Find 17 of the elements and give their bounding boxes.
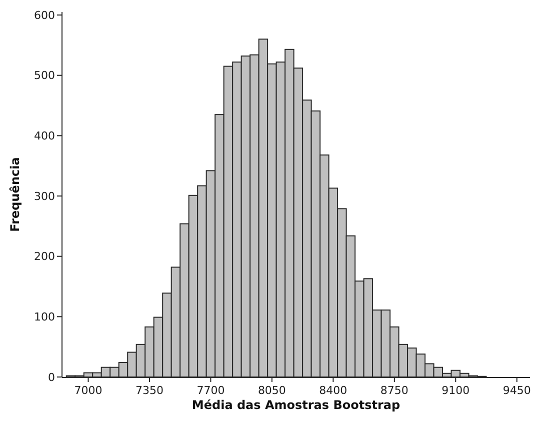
x-tick-label: 7000 bbox=[74, 384, 102, 397]
y-tick-label: 100 bbox=[34, 310, 55, 324]
x-tick-label: 7350 bbox=[135, 384, 164, 397]
x-tick-label: 9100 bbox=[442, 384, 470, 397]
y-tick-label: 300 bbox=[34, 190, 55, 203]
y-tick-label: 0 bbox=[48, 370, 55, 384]
x-axis-title: Média das Amostras Bootstrap bbox=[192, 398, 400, 412]
y-tick-label: 200 bbox=[34, 250, 55, 264]
x-tick-label: 8400 bbox=[319, 384, 348, 397]
y-tick-label: 500 bbox=[34, 69, 55, 82]
y-tick-label: 600 bbox=[34, 8, 55, 22]
x-tick-label: 7700 bbox=[196, 384, 225, 397]
x-tick-label: 9450 bbox=[502, 384, 531, 397]
x-tick-label: 8750 bbox=[380, 384, 408, 397]
y-axis-title: Frequência bbox=[8, 157, 22, 232]
x-tick-label: 8050 bbox=[258, 384, 286, 397]
y-tick-label: 400 bbox=[34, 130, 55, 143]
